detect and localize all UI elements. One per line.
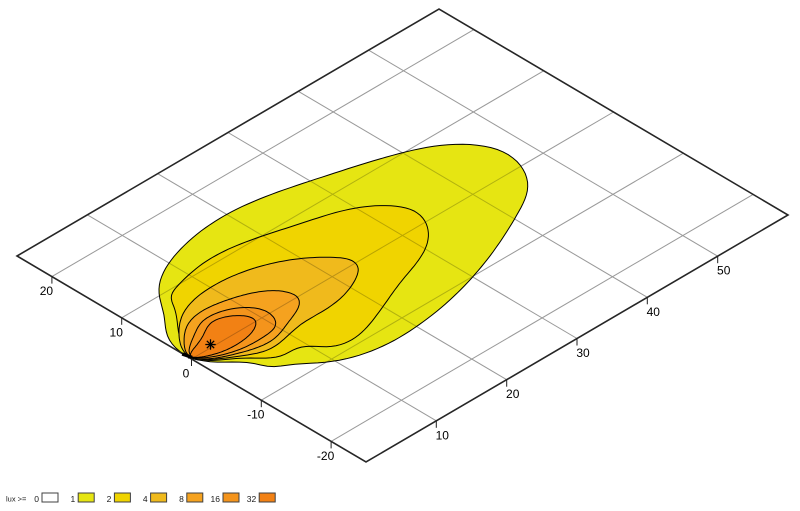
svg-text:20: 20 bbox=[506, 387, 520, 401]
svg-text:0: 0 bbox=[183, 367, 190, 381]
svg-text:1: 1 bbox=[70, 494, 75, 504]
svg-text:-10: -10 bbox=[247, 408, 265, 422]
svg-text:4: 4 bbox=[143, 494, 148, 504]
svg-text:50: 50 bbox=[717, 264, 731, 278]
svg-text:20: 20 bbox=[40, 284, 54, 298]
svg-text:-20: -20 bbox=[317, 449, 335, 463]
svg-text:0: 0 bbox=[34, 494, 39, 504]
svg-text:40: 40 bbox=[647, 305, 661, 319]
svg-text:10: 10 bbox=[436, 428, 450, 442]
svg-text:16: 16 bbox=[211, 494, 221, 504]
svg-text:10: 10 bbox=[110, 325, 124, 339]
svg-text:2: 2 bbox=[107, 494, 112, 504]
svg-text:30: 30 bbox=[576, 346, 590, 360]
svg-text:8: 8 bbox=[179, 494, 184, 504]
svg-text:32: 32 bbox=[247, 494, 257, 504]
svg-text:lux >=: lux >= bbox=[6, 495, 27, 504]
